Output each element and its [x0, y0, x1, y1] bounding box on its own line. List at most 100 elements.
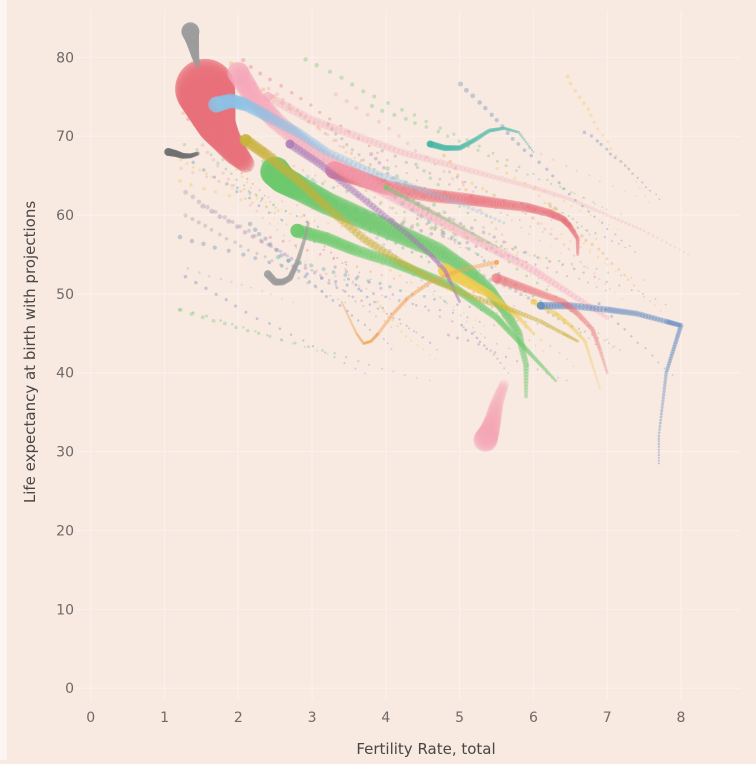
haze-dot [354, 300, 357, 303]
data-point [532, 150, 535, 153]
data-point-latest[interactable] [208, 96, 225, 113]
haze-dot [513, 176, 517, 180]
haze-dot [582, 271, 585, 274]
haze-dot [540, 214, 543, 217]
data-point [593, 307, 599, 314]
data-point [289, 106, 300, 116]
data-point [514, 329, 523, 338]
data-point [496, 317, 503, 325]
data-point [263, 108, 283, 128]
data-point [434, 189, 448, 204]
data-point-latest[interactable] [473, 427, 498, 452]
haze-dot [259, 200, 262, 203]
haze-dot [452, 132, 456, 136]
haze-dot [374, 315, 377, 318]
haze-dot [478, 208, 482, 212]
data-point [473, 136, 479, 142]
data-point [411, 266, 420, 275]
haze-dot [554, 237, 556, 240]
data-point [171, 149, 179, 157]
data-point [291, 266, 297, 273]
haze-dot [424, 305, 427, 308]
data-point [574, 302, 582, 311]
haze-dot [388, 234, 391, 237]
data-point-latest[interactable] [494, 259, 500, 265]
data-point-latest[interactable] [181, 22, 200, 41]
haze-dot [333, 92, 339, 97]
data-point-latest[interactable] [285, 139, 295, 149]
haze-dot [463, 180, 467, 184]
data-point-latest[interactable] [239, 134, 252, 147]
data-point-latest[interactable] [262, 91, 273, 102]
data-point [256, 101, 276, 121]
data-point-latest[interactable] [426, 140, 434, 148]
data-point-latest[interactable] [325, 161, 344, 180]
data-point [576, 251, 580, 255]
data-point [304, 230, 308, 235]
data-point-latest[interactable] [263, 270, 272, 279]
data-point [534, 205, 544, 215]
haze-dot [241, 252, 246, 257]
haze-dot [334, 280, 338, 284]
data-point [450, 145, 457, 151]
data-point-latest[interactable] [260, 156, 291, 187]
data-point [369, 339, 373, 343]
haze-dot [402, 199, 405, 202]
data-point [545, 301, 554, 310]
data-point-latest[interactable] [227, 62, 250, 85]
data-point [405, 197, 411, 202]
data-point [425, 249, 431, 256]
haze-dot [454, 256, 458, 260]
data-point [559, 298, 567, 306]
data-point [405, 150, 414, 159]
data-point [569, 324, 574, 330]
data-point-latest[interactable] [437, 263, 452, 278]
data-point [672, 344, 677, 349]
haze-dot [404, 298, 408, 301]
data-point [303, 235, 307, 239]
data-point-latest[interactable] [536, 301, 545, 310]
haze-dot [663, 367, 666, 370]
haze-dot [452, 228, 455, 231]
haze-dot [333, 265, 337, 269]
data-point [423, 206, 428, 211]
data-point [357, 246, 370, 259]
haze-dot [467, 247, 471, 251]
haze-dot [415, 249, 417, 252]
haze-dot [538, 239, 541, 242]
haze-dot [298, 112, 303, 117]
haze-dot [610, 262, 614, 265]
data-point [486, 172, 493, 179]
haze-dot [436, 264, 440, 268]
data-point [452, 145, 459, 151]
data-point [176, 151, 184, 159]
data-point-latest[interactable] [383, 184, 389, 190]
data-point [490, 173, 497, 180]
haze-dot [394, 174, 400, 179]
data-point-latest[interactable] [290, 223, 305, 238]
haze-dot [451, 177, 454, 181]
data-point [357, 172, 374, 189]
data-point-latest[interactable] [164, 147, 173, 156]
haze-dot [520, 210, 524, 214]
data-point [575, 331, 580, 336]
haze-dot [263, 194, 266, 197]
data-point [375, 207, 382, 215]
haze-dot [572, 254, 576, 257]
haze-dot [572, 228, 577, 233]
haze-dot [214, 135, 219, 139]
data-point [403, 181, 410, 188]
data-point [496, 198, 508, 210]
haze-dot [624, 246, 627, 249]
data-point [682, 251, 685, 254]
data-point-latest[interactable] [530, 298, 537, 305]
data-point [194, 59, 200, 66]
data-point [560, 217, 568, 224]
data-point-latest[interactable] [175, 58, 236, 119]
data-point [648, 314, 655, 321]
haze-dot [316, 125, 320, 130]
data-point [341, 166, 359, 184]
data-point [429, 212, 443, 225]
data-point-latest[interactable] [491, 273, 502, 284]
